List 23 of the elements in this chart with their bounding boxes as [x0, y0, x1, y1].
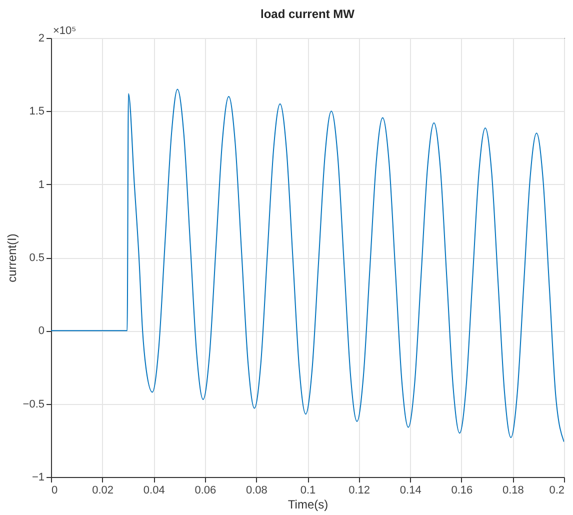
y-tick-label: 1: [38, 178, 44, 191]
x-tick-label: 0: [52, 484, 58, 496]
y-tick-label: −0.5: [22, 398, 44, 410]
y-axis-title: current(I): [4, 234, 19, 282]
text: ×10⁵: [53, 25, 76, 37]
line-series: [51, 88, 564, 442]
x-axis-title: Time(s): [288, 498, 328, 512]
x-tick-label: 0.02: [92, 484, 114, 496]
x-tick-label: 0.18: [502, 484, 524, 496]
y-tick-label: 0.5: [29, 252, 44, 264]
y-tick-label: −1: [32, 472, 44, 484]
x-tick-label: 0.2: [549, 484, 564, 496]
x-tick-label: 0.14: [400, 484, 422, 496]
x-tick-label: 0.16: [451, 484, 473, 496]
chart-title: load current MW: [260, 7, 356, 21]
x-tick-label: 0.08: [246, 484, 268, 496]
y-tick-label: 0: [38, 325, 44, 338]
x-tick-label: 0.12: [348, 484, 370, 496]
y-tick-label: 1.5: [29, 106, 44, 118]
x-tick-label: 0.06: [194, 484, 216, 496]
y-tick-label: 2: [38, 32, 44, 44]
x-tick-label: 0.04: [143, 484, 165, 496]
x-tick-label: 0.1: [300, 484, 316, 496]
